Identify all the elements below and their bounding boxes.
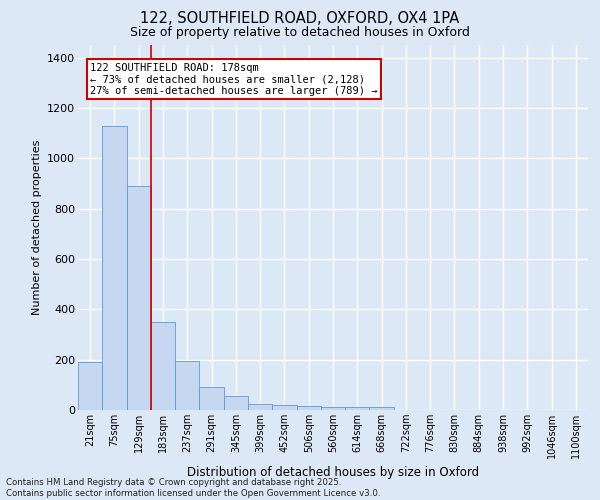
Bar (102, 126, 127, 410)
Bar (321, 408, 345, 410)
Bar (345, 408, 370, 410)
Bar (151, 322, 175, 410)
Y-axis label: Number of detached properties: Number of detached properties (32, 140, 41, 315)
Bar (224, 396, 248, 410)
Bar (272, 405, 296, 410)
Text: 122, SOUTHFIELD ROAD, OXFORD, OX4 1PA: 122, SOUTHFIELD ROAD, OXFORD, OX4 1PA (140, 11, 460, 26)
X-axis label: Distribution of detached houses by size in Oxford: Distribution of detached houses by size … (187, 466, 479, 479)
Bar (370, 408, 394, 410)
Bar (127, 186, 151, 410)
Bar (175, 361, 199, 410)
Bar (78, 362, 102, 410)
Bar (248, 404, 272, 410)
Bar (199, 388, 224, 410)
Text: 122 SOUTHFIELD ROAD: 178sqm
← 73% of detached houses are smaller (2,128)
27% of : 122 SOUTHFIELD ROAD: 178sqm ← 73% of det… (91, 62, 378, 96)
Text: Size of property relative to detached houses in Oxford: Size of property relative to detached ho… (130, 26, 470, 39)
Text: Contains HM Land Registry data © Crown copyright and database right 2025.
Contai: Contains HM Land Registry data © Crown c… (6, 478, 380, 498)
Bar (296, 406, 321, 410)
